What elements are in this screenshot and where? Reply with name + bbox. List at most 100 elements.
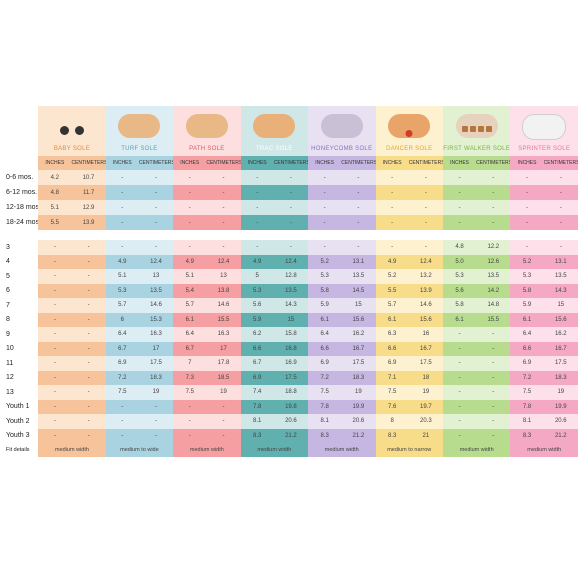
inches-cell: 6.7 — [240, 356, 274, 371]
sole-header: SPRINTER SOLE — [510, 106, 578, 156]
centimeters-cell: - — [273, 185, 309, 200]
sole-header: HONEYCOMB SOLE — [308, 106, 376, 156]
row-label: 10 — [6, 345, 14, 353]
centimeters-cell: - — [476, 327, 511, 342]
centimeters-cell: - — [138, 414, 174, 429]
inches-cell: - — [442, 356, 477, 371]
inches-cell: 5.0 — [442, 254, 477, 269]
inches-cell: 7.3 — [173, 370, 207, 385]
centimeters-cell: 13.1 — [341, 254, 376, 269]
main-row: 11- -6.9 17.5 7 17.8 6.7 16.9 6.9 17.5 6.9 17.5- -6… — [4, 356, 578, 371]
sole-box: TRAC SOLE — [241, 106, 308, 156]
centimeters-cell: 14.5 — [341, 283, 376, 298]
centimeters-cell: - — [71, 254, 106, 269]
centimeters-cell: 19.8 — [273, 399, 309, 414]
inches-cell: - — [173, 428, 207, 443]
inches-cell: - — [173, 414, 207, 429]
inches-cell: 4.8 — [442, 240, 477, 255]
centimeters-cell: 17.5 — [543, 356, 578, 371]
centimeters-cell: 13.5 — [476, 269, 511, 284]
sole-name: TRAC SOLE — [255, 146, 293, 152]
centimeters-cell: 10.7 — [71, 170, 106, 185]
inches-cell: 4.2 — [38, 170, 72, 185]
inches-cell: - — [375, 170, 409, 185]
centimeters-cell: - — [408, 170, 443, 185]
row-label: 6 — [6, 287, 10, 295]
centimeters-cell: 13.9 — [408, 283, 443, 298]
fit-detail: medium width — [442, 443, 511, 457]
centimeters-cell: 14.8 — [476, 298, 511, 313]
inches-cell: - — [173, 170, 207, 185]
inches-cell: 5.7 — [105, 298, 139, 313]
centimeters-cell: - — [476, 185, 511, 200]
header-corner — [4, 106, 38, 156]
sole-header: TRAC SOLE — [240, 106, 309, 156]
baby-sole-icon — [51, 114, 93, 138]
inches-cell: 6.1 — [308, 312, 342, 327]
inches-cell: - — [173, 215, 207, 230]
centimeters-cell: - — [543, 215, 578, 230]
sole-name: SPRINTER SOLE — [518, 146, 571, 152]
centimeters-cell: 15 — [341, 298, 376, 313]
sole-header-row: BABY SOLE TURF SOLE PATH SOLE TRAC SOLE HONE… — [4, 106, 578, 156]
fit-detail: medium width — [510, 443, 578, 457]
inches-cell: - — [442, 170, 477, 185]
centimeters-cell: - — [71, 327, 106, 342]
centimeters-cell: 16.9 — [273, 356, 309, 371]
inches-cell: 6.2 — [240, 327, 274, 342]
inches-cell: - — [173, 240, 207, 255]
centimeters-cell: - — [543, 170, 578, 185]
fit-detail: medium to narrow — [375, 443, 443, 457]
row-label: 9 — [6, 330, 10, 338]
centimeters-cell: - — [341, 185, 376, 200]
centimeters-cell: - — [543, 240, 578, 255]
baby-row: 18-24 mos. 5.5 13.9- - - - - - - - - - - - - - — [4, 215, 578, 230]
inches-cell: 4.9 — [375, 254, 409, 269]
centimeters-cell: - — [138, 170, 174, 185]
centimeters-cell: 16.7 — [341, 341, 376, 356]
inches-cell: 5.8 — [510, 283, 544, 298]
inches-cell: 6.1 — [510, 312, 544, 327]
main-row: 8- -6 15.3 6.1 15.5 5.9 15 6.1 15.6 6.1 15.6 6.1 15.… — [4, 312, 578, 327]
inches-cell: 5.1 — [105, 269, 139, 284]
centimeters-cell: - — [476, 428, 511, 443]
centimeters-cell: - — [543, 185, 578, 200]
centimeters-cell: 18.8 — [273, 385, 309, 400]
centimeters-cell: - — [476, 356, 511, 371]
inches-cell: 7.2 — [308, 370, 342, 385]
inches-cell: 8 — [375, 414, 409, 429]
inches-header: INCHES — [510, 156, 544, 170]
inches-cell: 8.1 — [510, 414, 544, 429]
centimeters-cell: 17 — [206, 341, 241, 356]
gap-cell — [4, 230, 578, 240]
centimeters-cell: 16.2 — [341, 327, 376, 342]
inches-header: INCHES — [375, 156, 409, 170]
sole-box: BABY SOLE — [38, 106, 105, 156]
centimeters-cell: - — [71, 240, 106, 255]
centimeters-cell: 19 — [138, 385, 174, 400]
inches-cell: 6.4 — [105, 327, 139, 342]
tread-bar — [461, 126, 468, 132]
centimeters-cell: 19 — [543, 385, 578, 400]
main-row: 7- -5.7 14.6 5.7 14.6 5.6 14.3 5.9 15 5.7 14.6 5.8 1… — [4, 298, 578, 313]
inches-cell: - — [38, 356, 72, 371]
inches-cell: - — [442, 385, 477, 400]
inches-cell: - — [38, 254, 72, 269]
centimeters-cell: - — [408, 215, 443, 230]
baby-row: 0-6 mos. 4.2 10.7- - - - - - - - - - - - - - — [4, 170, 578, 185]
main-row: 13- -7.5 19 7.5 19 7.4 18.8 7.5 19 7.5 19- -7.5 19 — [4, 385, 578, 400]
inches-cell: - — [38, 298, 72, 313]
inches-cell: - — [442, 399, 477, 414]
inches-cell: 6.9 — [510, 356, 544, 371]
centimeters-cell: 15.6 — [543, 312, 578, 327]
centimeters-cell: 19 — [206, 385, 241, 400]
inches-header: INCHES — [308, 156, 342, 170]
inches-cell: - — [308, 240, 342, 255]
inches-cell: 6.1 — [375, 312, 409, 327]
sole-name: HONEYCOMB SOLE — [311, 146, 373, 152]
row-label: Youth 2 — [6, 417, 30, 425]
centimeters-cell: - — [138, 185, 174, 200]
main-row: Youth 1- - - - - -7.8 19.8 7.8 19.9 7.6 19.7- -7.8 1… — [4, 399, 578, 414]
centimeters-cell: - — [476, 370, 511, 385]
path-sole-icon — [185, 114, 228, 138]
